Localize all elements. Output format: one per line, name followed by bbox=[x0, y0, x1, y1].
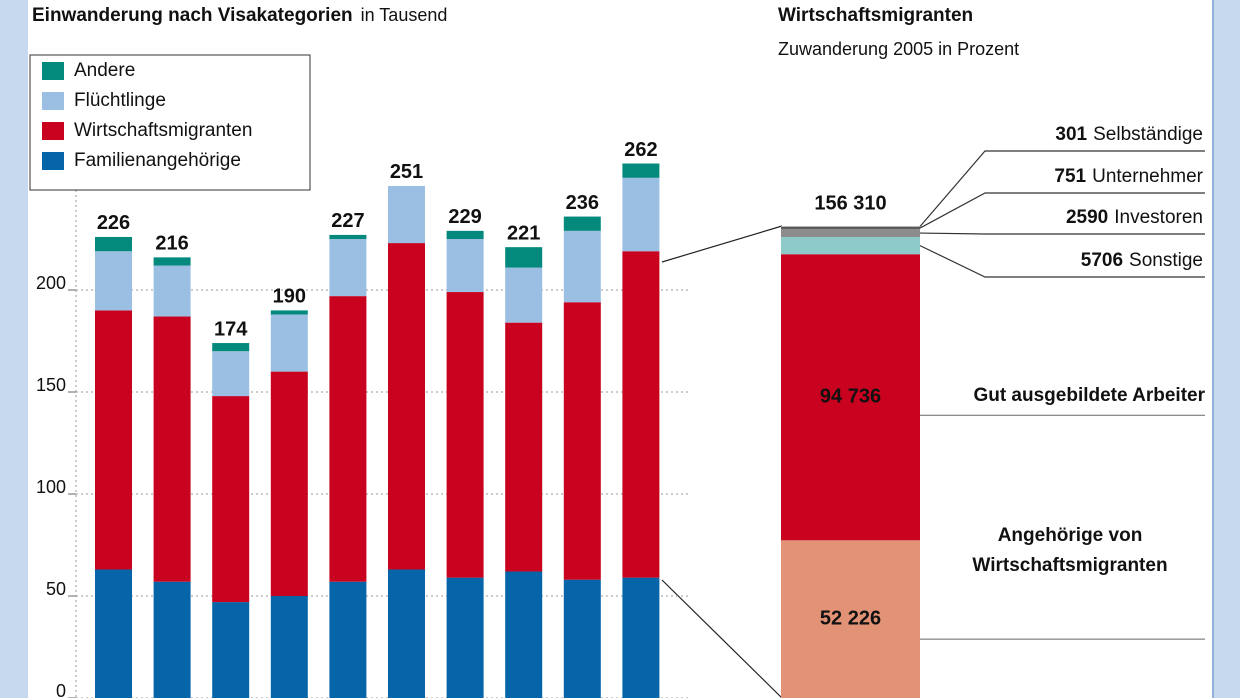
category-label: Unternehmer bbox=[1092, 166, 1204, 187]
value-label: 94 736 bbox=[820, 386, 881, 408]
bar-segment bbox=[781, 236, 920, 255]
leader-line bbox=[919, 150, 1205, 227]
bar-segment bbox=[781, 229, 920, 237]
y-tick-label: 0 bbox=[56, 681, 66, 698]
bar-segment bbox=[153, 316, 191, 582]
bar-segment bbox=[446, 577, 484, 698]
leader-line bbox=[919, 245, 1205, 278]
bar-segment bbox=[329, 296, 367, 582]
bar-segment bbox=[329, 234, 367, 239]
bar-segment bbox=[505, 267, 543, 323]
bar-segment bbox=[781, 540, 920, 698]
bar-segment bbox=[563, 216, 601, 231]
y-tick-label: 100 bbox=[36, 477, 66, 497]
chart-subtitle: Zuwanderung 2005 in Prozent bbox=[778, 39, 1019, 59]
total-label: 174 bbox=[214, 318, 248, 340]
category-label: Gut ausgebildete Arbeiter bbox=[973, 385, 1205, 407]
total-label: 251 bbox=[390, 161, 423, 183]
bar-segment bbox=[388, 185, 425, 244]
category-label: Investoren bbox=[1114, 207, 1203, 228]
total-label: 216 bbox=[155, 233, 188, 255]
bar-segment bbox=[505, 571, 543, 698]
leader-line bbox=[919, 232, 1205, 235]
legend-label: Familienangehörige bbox=[74, 150, 241, 171]
legend-label: Wirtschaftsmigranten bbox=[74, 120, 252, 141]
chart-title: Wirtschaftsmigranten bbox=[778, 5, 973, 26]
value-label: 5706 bbox=[1081, 250, 1123, 271]
bar-segment bbox=[563, 230, 601, 303]
bar-segment bbox=[329, 581, 367, 698]
connector bbox=[661, 579, 783, 698]
legend-label: Andere bbox=[74, 60, 135, 81]
value-label: 2590 bbox=[1066, 207, 1108, 228]
bar-segment bbox=[505, 322, 543, 572]
bar-segment bbox=[270, 596, 308, 698]
legend-swatch bbox=[42, 152, 64, 170]
bar-segment bbox=[446, 230, 484, 239]
y-tick-label: 200 bbox=[36, 273, 66, 293]
bar-segment bbox=[95, 310, 132, 570]
total-label: 262 bbox=[624, 139, 657, 161]
legend-swatch bbox=[42, 62, 64, 80]
bar-segment bbox=[505, 247, 543, 268]
connector bbox=[661, 225, 783, 263]
bar-segment bbox=[388, 569, 425, 698]
value-label: 301 bbox=[1055, 124, 1087, 145]
bar-segment bbox=[781, 254, 920, 541]
bar-segment bbox=[270, 310, 308, 315]
bar-segment bbox=[153, 257, 191, 266]
chart-subtitle: in Tausend bbox=[361, 5, 448, 25]
bar-segment bbox=[212, 343, 250, 352]
total-label: 221 bbox=[507, 222, 540, 244]
panel-border bbox=[1212, 0, 1214, 698]
category-label: Sonstige bbox=[1129, 250, 1203, 271]
total-label: 236 bbox=[566, 192, 599, 214]
total-label: 190 bbox=[273, 286, 306, 308]
bar-segment bbox=[95, 251, 132, 311]
y-tick-label: 150 bbox=[36, 375, 66, 395]
bar-segment bbox=[329, 239, 367, 297]
value-label: 751 bbox=[1054, 166, 1086, 187]
bar-segment bbox=[153, 265, 191, 317]
bar-segment bbox=[622, 577, 660, 698]
bar-segment bbox=[563, 302, 601, 580]
bar-segment bbox=[622, 251, 660, 578]
bar-segment bbox=[388, 243, 425, 570]
bar-segment bbox=[153, 581, 191, 698]
leader-line bbox=[919, 192, 1205, 229]
total-label: 156 310 bbox=[814, 192, 886, 214]
bar-segment bbox=[781, 226, 920, 227]
total-label: 227 bbox=[331, 210, 364, 232]
bar-segment bbox=[563, 579, 601, 698]
total-label: 226 bbox=[97, 212, 130, 234]
bar-segment bbox=[781, 226, 920, 230]
legend-swatch bbox=[42, 122, 64, 140]
legend-label: Flüchtlinge bbox=[74, 90, 166, 111]
bar-segment bbox=[270, 314, 308, 372]
bar-segment bbox=[622, 177, 660, 252]
bar-segment bbox=[212, 351, 250, 397]
bar-segment bbox=[95, 569, 132, 698]
category-label: Angehörige von Wirtschaftsmigranten bbox=[972, 525, 1168, 577]
chart-title: Einwanderung nach Visakategorien bbox=[32, 5, 353, 26]
bar-segment bbox=[95, 236, 132, 252]
y-tick-label: 50 bbox=[46, 579, 66, 599]
legend-swatch bbox=[42, 92, 64, 110]
bar-segment bbox=[212, 396, 250, 603]
legend-box bbox=[29, 54, 311, 191]
bar-segment bbox=[212, 602, 250, 698]
bar-segment bbox=[446, 292, 484, 578]
bar-segment bbox=[622, 163, 660, 178]
bar-segment bbox=[446, 239, 484, 293]
total-label: 229 bbox=[448, 206, 481, 228]
value-label: 52 226 bbox=[820, 607, 881, 629]
category-label: Selbständige bbox=[1093, 124, 1203, 145]
bar-segment bbox=[270, 371, 308, 596]
